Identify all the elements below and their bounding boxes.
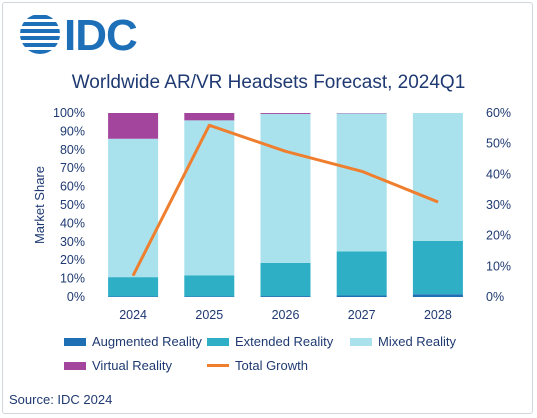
y2-tick-label: 10% bbox=[486, 259, 511, 273]
x-tick-label: 2026 bbox=[272, 308, 300, 322]
x-tick-label: 2024 bbox=[119, 308, 147, 322]
y-axis-label: Market Share bbox=[32, 166, 47, 244]
bar-segment-mixed bbox=[336, 113, 387, 252]
y-tick-label: 10% bbox=[60, 272, 85, 286]
bar-segment-virtual bbox=[184, 113, 235, 121]
bar-segment-mixed bbox=[260, 113, 311, 263]
y2-tick-label: 50% bbox=[486, 137, 511, 151]
globe-icon bbox=[20, 15, 60, 54]
legend-label: Augmented Reality bbox=[92, 334, 202, 349]
bar-segment-extended bbox=[184, 275, 235, 297]
legend-swatch bbox=[64, 337, 86, 346]
y-tick-label: 80% bbox=[60, 143, 85, 157]
legend-label: Mixed Reality bbox=[378, 334, 457, 349]
idc-logo bbox=[18, 12, 138, 56]
growth-point bbox=[208, 124, 210, 126]
bar-segment-augmented bbox=[108, 296, 159, 297]
y-tick-label: 100% bbox=[53, 106, 85, 120]
legend-line bbox=[207, 364, 229, 367]
legend-item-extended: Extended Reality bbox=[207, 334, 333, 349]
bar-segment-virtual bbox=[108, 113, 159, 139]
x-tick-label: 2025 bbox=[195, 308, 223, 322]
y-tick-label: 70% bbox=[60, 161, 85, 175]
y-tick-label: 0% bbox=[67, 290, 85, 304]
chart-title: Worldwide AR/VR Headsets Forecast, 2024Q… bbox=[71, 72, 466, 93]
y-tick-label: 20% bbox=[60, 253, 85, 267]
growth-point bbox=[132, 275, 134, 277]
y2-tick-label: 60% bbox=[486, 106, 511, 120]
bar-segment-augmented bbox=[260, 296, 311, 297]
legend-swatch bbox=[350, 337, 372, 346]
growth-point bbox=[437, 201, 439, 203]
legend-label: Total Growth bbox=[235, 358, 308, 373]
source-note: Source: IDC 2024 bbox=[9, 392, 113, 407]
y2-tick-label: 20% bbox=[486, 229, 511, 243]
legend-swatch bbox=[207, 337, 229, 346]
y-tick-label: 40% bbox=[60, 216, 85, 230]
logo-wordmark: IDC bbox=[64, 11, 138, 60]
y2-tick-label: 40% bbox=[486, 167, 511, 181]
legend-swatch bbox=[64, 361, 86, 370]
legend-item-virtual: Virtual Reality bbox=[64, 358, 172, 373]
growth-point bbox=[361, 170, 363, 172]
growth-point bbox=[285, 150, 286, 152]
y2-tick-label: 0% bbox=[486, 290, 504, 304]
legend-label: Virtual Reality bbox=[92, 358, 172, 373]
y-tick-label: 60% bbox=[60, 180, 85, 194]
legend-label: Extended Reality bbox=[235, 334, 334, 349]
legend-item-mixed: Mixed Reality bbox=[350, 334, 456, 349]
chart-area: 0% 10% 20% 30% 40% 50% 60% 70% 80% 90% 100% 0% 10% 20… bbox=[32, 106, 511, 322]
bar-segment-virtual bbox=[260, 113, 311, 114]
x-tick-label: 2028 bbox=[424, 308, 452, 322]
y-tick-label: 90% bbox=[60, 124, 85, 138]
bar-segment-extended bbox=[412, 240, 463, 295]
y2-tick-label: 30% bbox=[486, 198, 511, 212]
bar-segment-mixed bbox=[184, 120, 235, 276]
bar-segment-augmented bbox=[184, 296, 235, 297]
legend-item-growth: Total Growth bbox=[207, 358, 308, 373]
legend-item-augmented: Augmented Reality bbox=[64, 334, 202, 349]
bar-segment-augmented bbox=[336, 295, 387, 297]
bar-segment-extended bbox=[260, 262, 311, 297]
y-tick-label: 50% bbox=[60, 198, 85, 212]
y-tick-label: 30% bbox=[60, 235, 85, 249]
bar-segment-extended bbox=[336, 251, 387, 296]
bar-segment-augmented bbox=[412, 294, 463, 297]
bar-segment-mixed bbox=[108, 138, 159, 278]
bar-segment-extended bbox=[108, 277, 159, 297]
x-tick-label: 2027 bbox=[348, 308, 376, 322]
bar-segment-mixed bbox=[412, 113, 463, 241]
